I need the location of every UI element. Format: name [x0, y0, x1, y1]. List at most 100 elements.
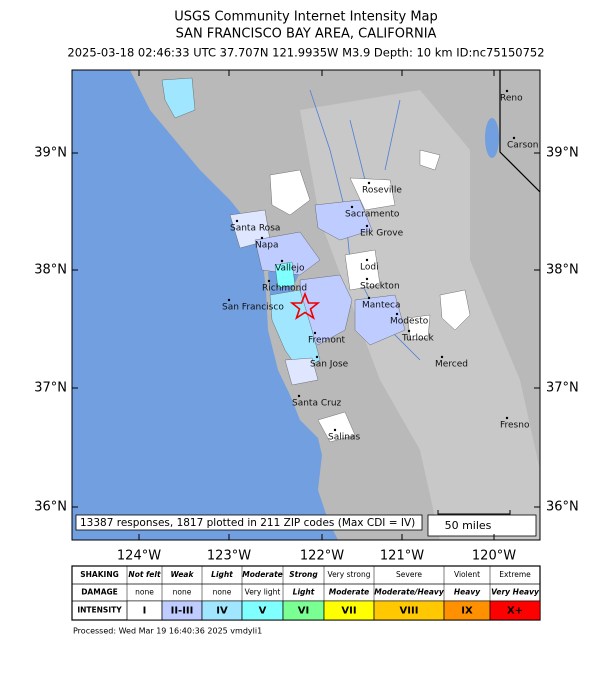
intensity-legend: SHAKING Not felt Weak Light Moderate Strong Ve…	[71, 565, 541, 621]
zip-region	[161, 77, 196, 119]
city-dot	[365, 224, 369, 228]
legend-intensity-cell: VIII	[400, 606, 419, 617]
subtitle: SAN FRANCISCO BAY AREA, CALIFORNIA	[176, 27, 437, 42]
processed-note: Processed: Wed Mar 19 16:40:36 2025 vmdy…	[73, 627, 262, 636]
lon-label: 124°W	[117, 549, 161, 564]
lat-label: 36°N	[34, 500, 67, 515]
city-dot	[367, 296, 371, 300]
lat-label: 39°N	[546, 146, 579, 161]
legend-damage-cell: Heavy	[454, 588, 481, 597]
state-border	[499, 70, 540, 193]
city-label: Carson City	[507, 141, 560, 151]
epicenter-star	[289, 291, 321, 320]
city-dot	[367, 181, 371, 185]
city-dot	[505, 89, 509, 93]
city-dot	[297, 394, 301, 398]
zip-regions	[161, 77, 471, 443]
legend-damage-cell: none	[173, 588, 192, 597]
zip-region	[274, 261, 296, 289]
legend-damage-cell: Light	[293, 588, 315, 597]
responses-note: 13387 responses, 1817 plotted in 211 ZIP…	[80, 517, 415, 529]
city-label: Turlock	[401, 334, 434, 344]
scale-box	[427, 514, 537, 537]
lon-label: 121°W	[380, 549, 424, 564]
legend-damage-cell: Very Heavy	[491, 588, 540, 597]
legend-shaking-cell: Extreme	[499, 570, 531, 579]
lat-label: 37°N	[546, 381, 579, 396]
axes: 39°N 39°N 38°N 38°N 37°N 37°N 36°N 36°N 124°W 123…	[34, 70, 579, 564]
lon-label: 122°W	[300, 549, 344, 564]
zip-region	[344, 249, 381, 291]
legend-intensity-cell: V	[259, 606, 267, 617]
city-label: San Francisco	[222, 303, 284, 313]
city-dot	[267, 279, 271, 283]
zip-region	[317, 411, 356, 443]
lon-label: 123°W	[207, 549, 251, 564]
city-label: Lodi	[360, 263, 379, 273]
city-label: Roseville	[362, 186, 402, 196]
city-dot	[505, 416, 509, 420]
legend-shaking-cell: Strong	[289, 570, 318, 579]
city-dot	[365, 258, 369, 262]
legend-shaking-cell: Very strong	[328, 570, 371, 579]
scale-label: 50 miles	[445, 519, 492, 532]
legend-shaking-cell: Moderate	[242, 570, 283, 579]
city-dot	[313, 331, 317, 335]
legend-damage-cell: none	[213, 588, 232, 597]
zip-region	[407, 314, 431, 341]
legend-intensity-cell: IX	[461, 606, 473, 617]
legend-shaking-cell: Severe	[396, 570, 422, 579]
legend-intensity-cell: VII	[341, 606, 356, 617]
city-dot	[350, 205, 354, 209]
legend-shaking-cell: Violent	[454, 570, 480, 579]
legend-shaking-cell: Weak	[171, 570, 195, 579]
city-label: Salinas	[328, 433, 360, 443]
legend-damage-cell: none	[135, 588, 154, 597]
city-dot	[227, 298, 231, 302]
city-dot	[440, 355, 444, 359]
city-label: Napa	[255, 241, 278, 251]
city-label: Stockton	[360, 282, 400, 292]
legend-row-label: SHAKING	[80, 570, 119, 579]
city-label: Santa Rosa	[230, 224, 280, 234]
legend-shaking-cell: Not felt	[128, 570, 161, 579]
lat-label: 37°N	[34, 381, 67, 396]
city-label: San Jose	[310, 360, 349, 370]
legend-damage-cell: Very light	[245, 588, 281, 597]
city-dot	[315, 355, 319, 359]
event-info: 2025-03-18 02:46:33 UTC 37.707N 121.9935…	[67, 46, 544, 60]
city-dot	[512, 136, 516, 140]
city-dot	[235, 219, 239, 223]
zip-region	[284, 357, 319, 386]
legend-row-label: INTENSITY	[77, 606, 122, 615]
legend-row-label: DAMAGE	[81, 588, 118, 597]
zip-region	[354, 294, 406, 346]
lat-label: 38°N	[546, 263, 579, 278]
legend-intensity-cell: X+	[507, 606, 523, 617]
legend-damage-cell: Moderate/Heavy	[374, 588, 445, 597]
zip-region	[349, 177, 396, 211]
lat-label: 36°N	[546, 500, 579, 515]
lon-label: 120°W	[472, 549, 516, 564]
city-label: Modesto	[390, 317, 429, 327]
legend-intensity-cell: VI	[298, 606, 309, 617]
city-label: Richmond	[262, 284, 307, 294]
lat-label: 38°N	[34, 263, 67, 278]
zip-region	[254, 231, 321, 276]
ocean	[72, 70, 338, 540]
legend-intensity-cell: I	[143, 606, 147, 617]
map: Reno Carson City Roseville Sacramento Santa …	[72, 70, 560, 540]
city-label: Reno	[500, 94, 523, 104]
legend-intensity-cell: IV	[216, 606, 228, 617]
city-label: Fremont	[308, 336, 346, 346]
zip-region	[269, 169, 311, 216]
city-labels: Reno Carson City Roseville Sacramento Santa …	[222, 89, 560, 443]
city-label: Sacramento	[345, 210, 400, 220]
city-label: Fresno	[500, 421, 530, 431]
city-label: Merced	[435, 360, 468, 370]
city-dot	[280, 259, 284, 263]
lake-tahoe	[485, 118, 499, 158]
city-label: Vallejo	[275, 264, 305, 274]
city-dot	[365, 277, 369, 281]
